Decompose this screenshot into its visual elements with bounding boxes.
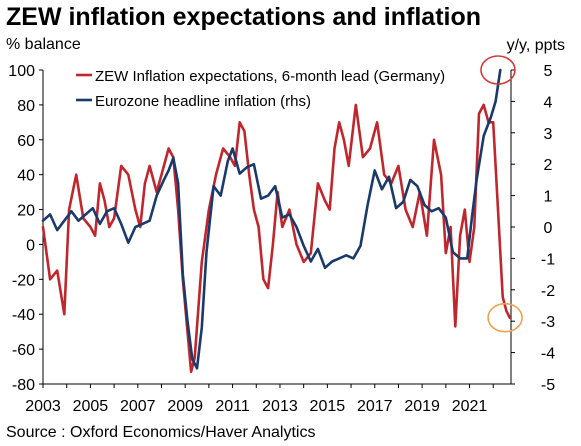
left-axis-label: % balance bbox=[6, 36, 81, 53]
right-y-tick-label: 3 bbox=[544, 126, 553, 143]
left-y-tick-label: 0 bbox=[26, 237, 35, 254]
right-y-tick-label: -3 bbox=[541, 314, 555, 331]
x-tick-label: 2017 bbox=[357, 398, 393, 415]
left-y-tick-label: 60 bbox=[17, 133, 35, 150]
right-y-tick-label: -4 bbox=[541, 346, 555, 363]
annotation-circle-1 bbox=[480, 55, 516, 85]
left-y-tick-label: -80 bbox=[12, 377, 35, 394]
left-y-tick-label: -20 bbox=[12, 272, 35, 289]
left-y-tick-label: 80 bbox=[17, 98, 35, 115]
left-y-tick-label: 40 bbox=[17, 168, 35, 185]
chart-title: ZEW inflation expectations and inflation bbox=[6, 3, 482, 31]
annotation-circle-2 bbox=[487, 302, 523, 333]
series-line-2 bbox=[41, 68, 502, 370]
x-tick-label: 2009 bbox=[167, 398, 203, 415]
right-y-tick-label: 1 bbox=[544, 189, 553, 206]
x-tick-label: 2005 bbox=[73, 398, 109, 415]
right-y-tick-label: 4 bbox=[544, 94, 553, 111]
left-y-tick-label: 20 bbox=[17, 203, 35, 220]
x-tick-label: 2011 bbox=[215, 398, 250, 415]
right-y-tick-label: -1 bbox=[541, 251, 555, 268]
series-line-1 bbox=[41, 103, 512, 374]
x-tick-label: 2013 bbox=[262, 398, 298, 415]
right-y-tick-label: -5 bbox=[541, 377, 555, 394]
right-y-tick-label: 5 bbox=[544, 63, 553, 80]
x-tick-label: 2021 bbox=[452, 398, 488, 415]
x-tick-label: 2007 bbox=[120, 398, 156, 415]
left-y-tick-label: 100 bbox=[8, 63, 35, 80]
x-tick-label: 2015 bbox=[310, 398, 346, 415]
legend-label-2: Eurozone headline inflation (rhs) bbox=[95, 93, 311, 110]
x-tick-label: 2003 bbox=[25, 398, 61, 415]
left-y-tick-label: -40 bbox=[12, 307, 35, 324]
left-y-tick-label: -60 bbox=[12, 342, 35, 359]
right-axis-label: y/y, ppts bbox=[506, 37, 565, 54]
right-y-tick-label: 0 bbox=[544, 220, 553, 237]
source-note: Source : Oxford Economics/Haver Analytic… bbox=[6, 424, 316, 441]
right-y-tick-label: 2 bbox=[544, 157, 553, 174]
legend-label-1: ZEW Inflation expectations, 6-month lead… bbox=[95, 68, 445, 85]
x-tick-label: 2019 bbox=[404, 398, 440, 415]
right-y-tick-label: -2 bbox=[541, 283, 555, 300]
